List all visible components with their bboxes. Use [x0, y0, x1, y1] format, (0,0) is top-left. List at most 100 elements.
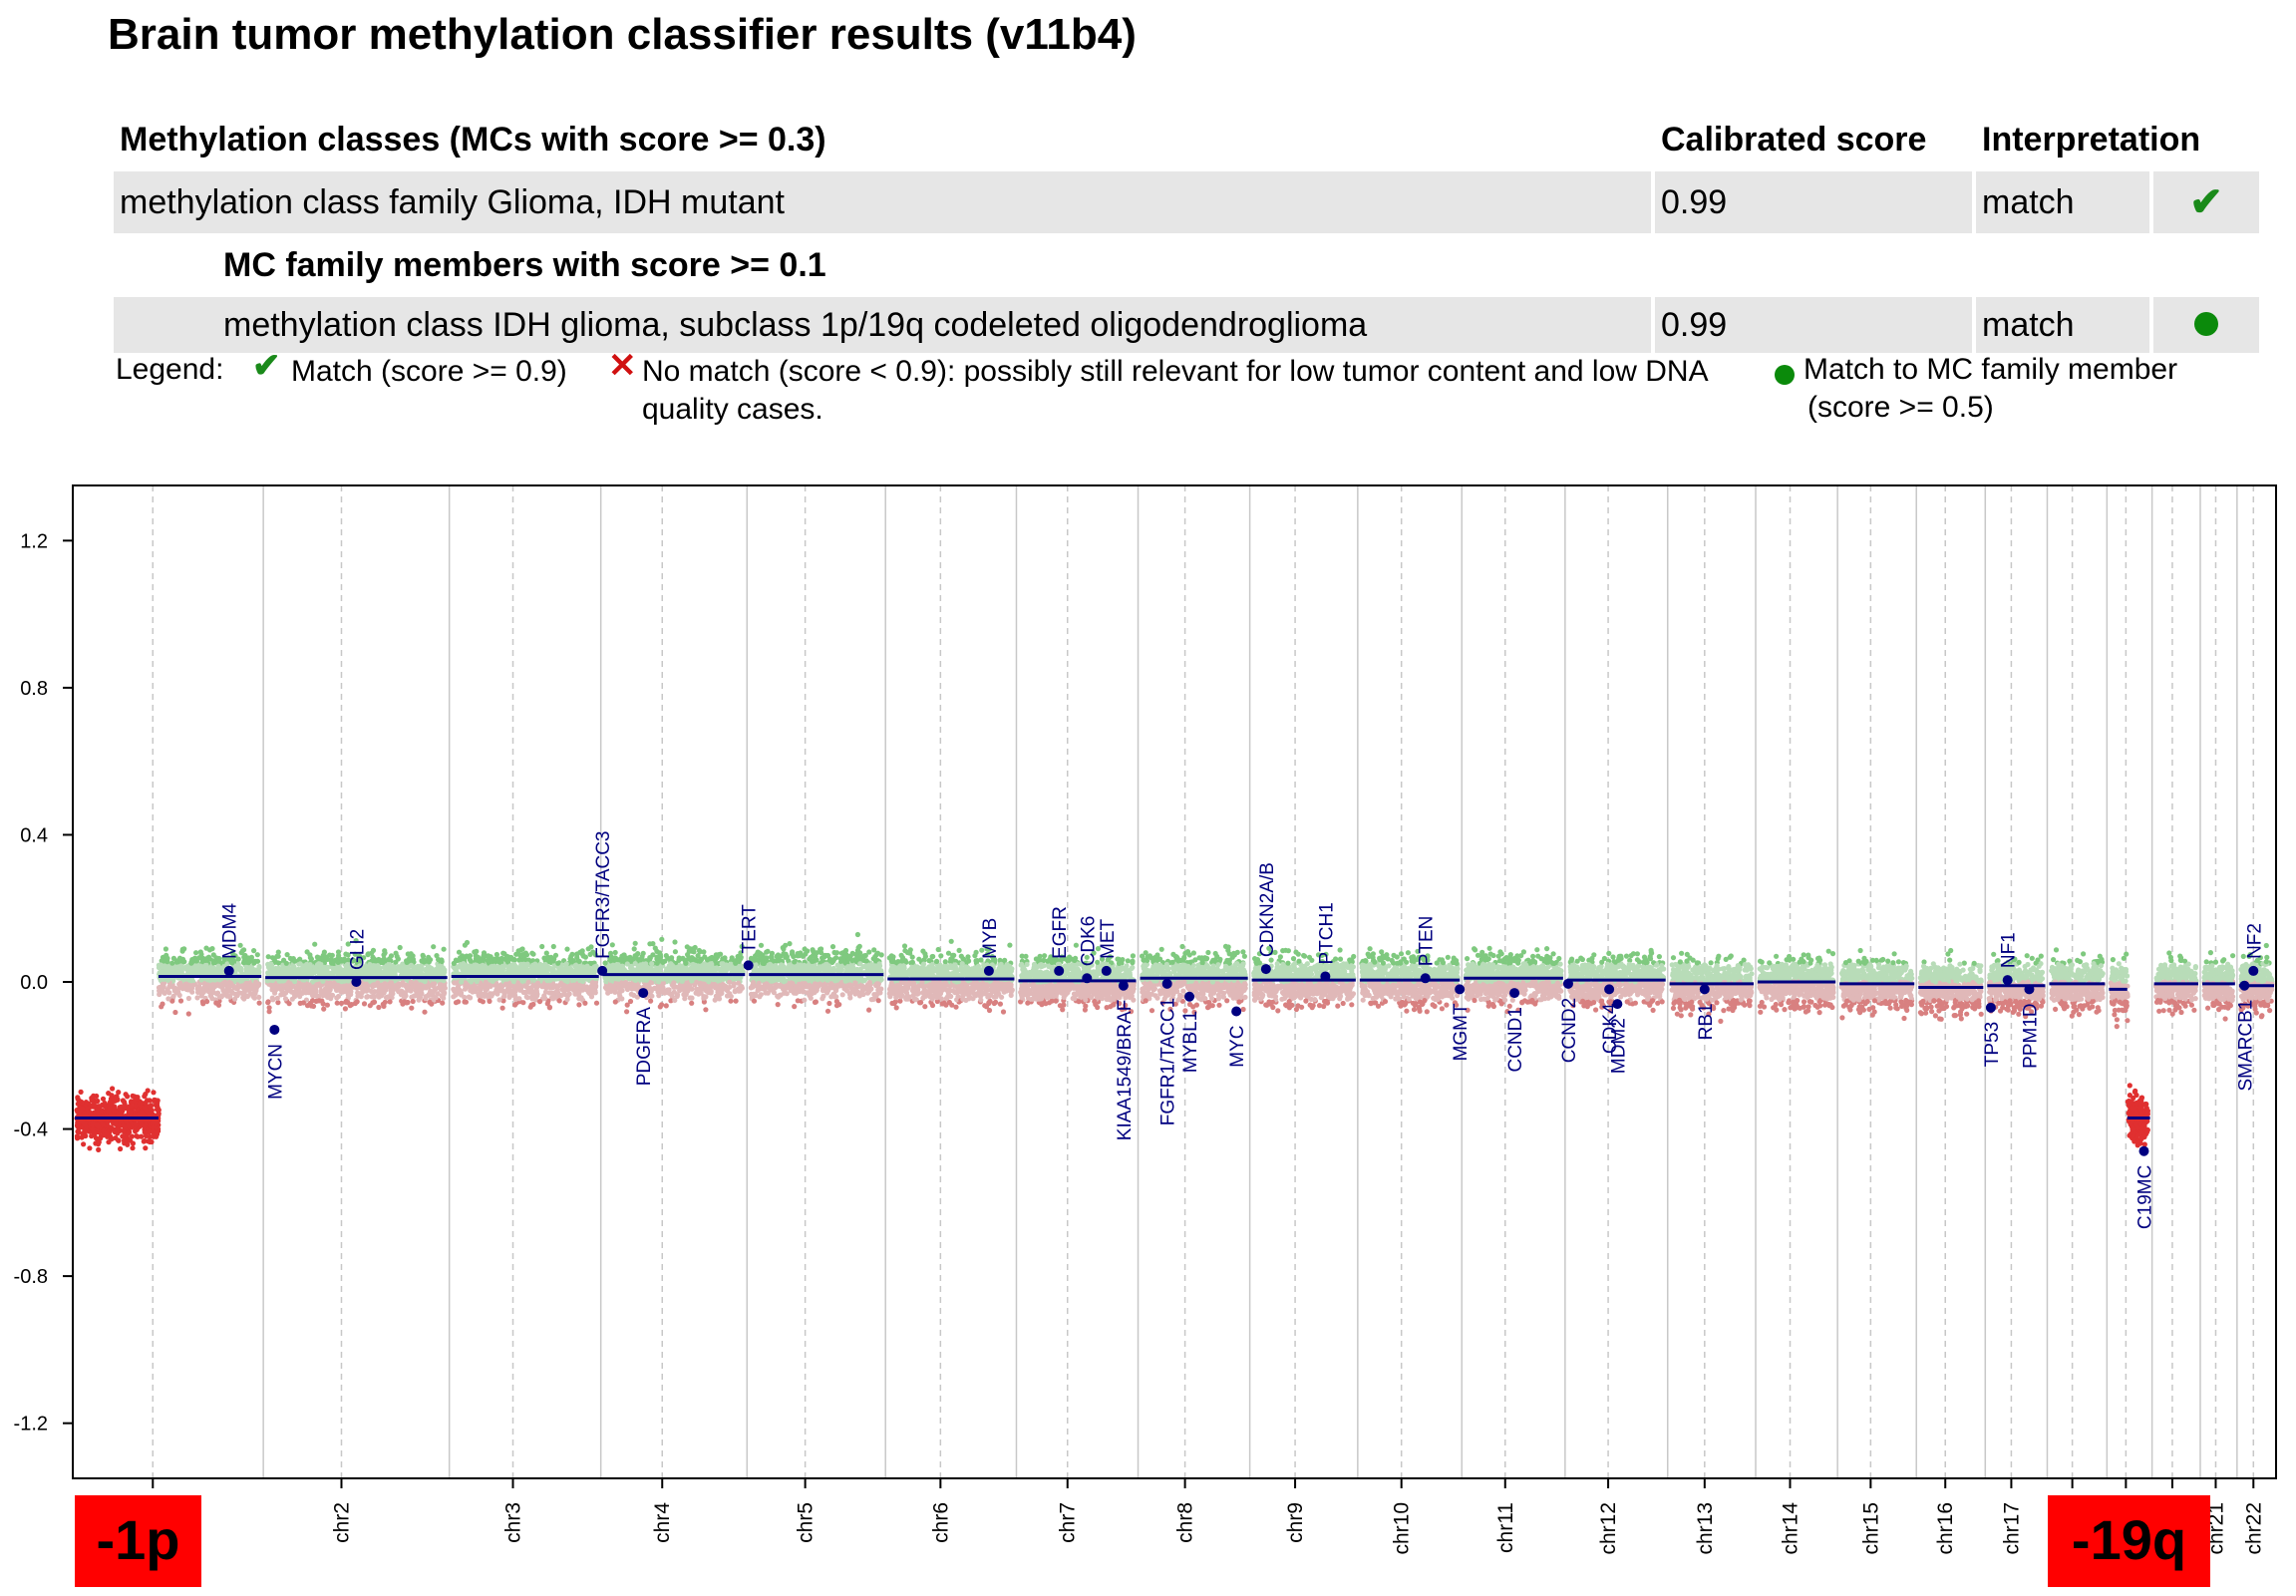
probe-point — [209, 946, 215, 952]
probe-point — [518, 985, 524, 992]
probe-point — [254, 952, 260, 958]
probe-point — [306, 965, 312, 971]
probe-point — [854, 931, 861, 938]
probe-point — [204, 999, 210, 1005]
probe-point — [343, 998, 349, 1005]
probe-point — [176, 992, 182, 999]
probe-point — [142, 1129, 148, 1135]
probe-point — [78, 1089, 84, 1095]
probe-point — [318, 988, 324, 994]
probe-point — [680, 955, 686, 961]
probe-point — [75, 1101, 81, 1107]
probe-point — [208, 993, 214, 999]
probe-point — [316, 963, 322, 969]
probe-point — [365, 986, 371, 992]
probe-point — [618, 957, 624, 963]
probe-point — [256, 963, 262, 970]
probe-point — [159, 969, 164, 975]
probe-point — [456, 949, 463, 955]
probe-point — [563, 961, 569, 967]
header-classes: Methylation classes (MCs with score >= 0… — [120, 120, 826, 159]
probe-point — [129, 1133, 135, 1139]
probe-point — [472, 965, 478, 972]
probe-point — [334, 995, 340, 1001]
probe-point — [280, 966, 286, 972]
probe-point — [632, 985, 638, 992]
probe-point — [643, 961, 649, 967]
probe-point — [319, 998, 325, 1004]
probe-point — [427, 999, 433, 1006]
probe-point — [245, 960, 252, 966]
legend-label: Legend: — [116, 353, 224, 386]
probe-point — [107, 1105, 113, 1111]
probe-point — [550, 967, 556, 974]
probe-point — [398, 965, 405, 971]
probe-point — [657, 965, 664, 971]
probe-point — [588, 994, 595, 1000]
probe-point — [151, 1090, 157, 1096]
check-icon: ✔ — [2189, 180, 2223, 224]
probe-point — [361, 1001, 368, 1007]
probe-point — [292, 958, 298, 964]
probe-point — [527, 1004, 533, 1010]
legend-family-text-1: Match to MC family member — [1804, 353, 2178, 386]
probe-point — [420, 952, 426, 958]
probe-point — [321, 1006, 327, 1012]
probe-point — [146, 1138, 152, 1144]
probe-point — [536, 999, 543, 1005]
probe-point — [122, 1101, 128, 1108]
probe-point — [682, 996, 688, 1002]
probe-point — [400, 989, 406, 995]
probe-point — [727, 979, 733, 985]
probe-point — [189, 989, 195, 995]
probe-point — [314, 993, 320, 999]
probe-point — [270, 997, 276, 1003]
probe-point — [580, 978, 586, 984]
probe-point — [200, 967, 206, 973]
probe-point — [409, 1005, 415, 1011]
probe-point — [672, 949, 679, 955]
probe-point — [334, 969, 340, 975]
probe-point — [714, 985, 720, 991]
probe-point — [431, 944, 437, 950]
probe-point — [267, 969, 273, 975]
probe-point — [155, 1100, 161, 1106]
probe-point — [547, 977, 553, 983]
probe-point — [550, 943, 556, 950]
probe-point — [290, 965, 297, 971]
probe-point — [669, 991, 675, 998]
probe-point — [631, 992, 637, 999]
probe-point — [309, 998, 316, 1004]
probe-point — [160, 981, 165, 987]
probe-point — [408, 962, 415, 968]
probe-point — [708, 961, 714, 967]
probe-point — [417, 994, 424, 1001]
probe-point — [214, 990, 221, 996]
probe-point — [411, 967, 417, 974]
probe-point — [628, 956, 634, 962]
probe-point — [465, 982, 471, 988]
probe-point — [367, 1003, 373, 1009]
probe-point — [382, 981, 388, 987]
probe-point — [701, 949, 707, 955]
probe-point — [352, 1000, 358, 1007]
probe-point — [462, 999, 468, 1005]
probe-point — [474, 978, 480, 985]
probe-point — [694, 979, 700, 986]
probe-point — [182, 981, 188, 987]
probe-point — [121, 1137, 128, 1143]
probe-point — [116, 1090, 122, 1096]
probe-point — [546, 1004, 553, 1010]
probe-point — [690, 962, 696, 968]
probe-point — [530, 962, 536, 968]
probe-point — [689, 1000, 695, 1006]
probe-point — [487, 998, 492, 1005]
probe-point — [255, 981, 261, 987]
probe-point — [195, 984, 201, 990]
probe-point — [371, 993, 377, 999]
probe-point — [143, 1145, 149, 1151]
probe-point — [170, 955, 176, 961]
probe-point — [252, 958, 258, 964]
probe-point — [663, 1003, 669, 1009]
probe-point — [602, 960, 608, 966]
